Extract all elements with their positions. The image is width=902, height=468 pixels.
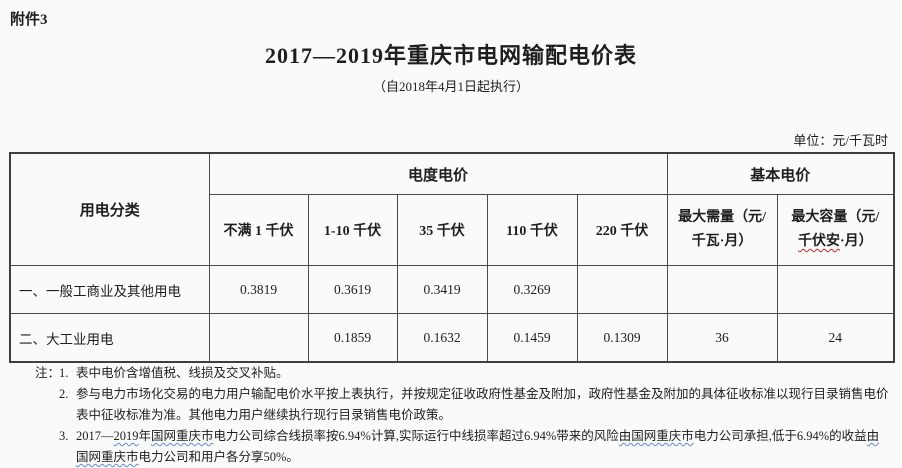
- notes: 注： 1. 表中电价含增值税、线损及交叉补贴。 2. 参与电力市场化交易的电力用…: [35, 363, 891, 468]
- attachment-label: 附件3: [10, 12, 48, 28]
- note-2-number: 2.: [59, 387, 69, 401]
- note-3-seg-4: 电力公司综合线损率按6.94%计算,实际运行中线损率超过6.94%带来的风险: [213, 429, 619, 443]
- row2-category: 二、大工业用电: [9, 313, 210, 363]
- max-capacity-line2b: ·月）: [839, 234, 873, 249]
- header-max-demand: 最大需量（元/ 千瓦·月）: [666, 194, 778, 266]
- header-35kv: 35 千伏: [396, 194, 488, 266]
- note-3-grammar-mark-1: 2019: [113, 429, 139, 443]
- notes-label: 注：: [35, 366, 61, 380]
- header-110kv: 110 千伏: [486, 194, 578, 266]
- row1-under-1kv: 0.3819: [208, 265, 309, 314]
- header-220kv: 220 千伏: [576, 194, 668, 266]
- page-subtitle: （自2018年4月1日起执行）: [372, 79, 529, 94]
- header-max-capacity: 最大容量（元/ 千伏安·月）: [776, 194, 895, 266]
- max-capacity-line1: 最大容量（元/: [791, 210, 880, 225]
- note-3-seg-8: 电力公司和用户各分享50%。: [138, 450, 299, 464]
- max-capacity-line2-spellcheck: 千伏安: [797, 234, 840, 249]
- note-1-number: 1.: [59, 366, 69, 380]
- row2-max-capacity: 24: [776, 313, 895, 363]
- row1-220kv: [576, 265, 668, 314]
- unit-note: 单位：元/千瓦时: [793, 133, 888, 148]
- row2-1-10kv: 0.1859: [307, 313, 398, 363]
- note-3-seg-0: 2017—: [76, 429, 114, 443]
- row1-max-demand: [666, 265, 778, 314]
- row1-max-capacity: [776, 265, 895, 314]
- row2-35kv: 0.1632: [396, 313, 488, 363]
- header-group-basic-price: 基本电价: [666, 152, 895, 195]
- table-row-general-commercial: 一、一般工商业及其他用电 0.3819 0.3619 0.3419 0.3269: [9, 265, 895, 314]
- note-3-grammar-mark-2: 国网重庆市: [151, 429, 214, 443]
- row1-category: 一、一般工商业及其他用电: [9, 265, 210, 314]
- row1-110kv: 0.3269: [486, 265, 578, 314]
- header-1-10kv: 1-10 千伏: [307, 194, 398, 266]
- header-usage-category: 用电分类: [9, 152, 210, 266]
- note-3-seg-6: 电力公司承担,低于6.94%的收益: [693, 429, 867, 443]
- max-demand-line2: 千瓦: [691, 234, 720, 249]
- note-3-seg-2: 年: [138, 429, 152, 443]
- row2-220kv: 0.1309: [576, 313, 668, 363]
- note-3-grammar-mark-4: 由国网重庆市: [76, 429, 880, 464]
- note-3: 3. 2017—2019年国网重庆市电力公司综合线损率按6.94%计算,实际运行…: [35, 426, 891, 468]
- price-table: 用电分类 电度电价 基本电价 不满 1 千伏 1-10 千伏 35 千伏 110…: [9, 152, 896, 363]
- note-1: 注： 1. 表中电价含增值税、线损及交叉补贴。: [35, 363, 891, 384]
- table-row-large-industry: 二、大工业用电 0.1859 0.1632 0.1459 0.1309 36 2…: [9, 313, 895, 363]
- row2-110kv: 0.1459: [486, 313, 578, 363]
- row1-1-10kv: 0.3619: [307, 265, 398, 314]
- note-2: 2. 参与电力市场化交易的电力用户输配电价水平按上表执行，并按规定征收政府性基金…: [35, 384, 891, 426]
- note-2-text: 参与电力市场化交易的电力用户输配电价水平按上表执行，并按规定征收政府性基金及附加…: [76, 387, 889, 422]
- note-3-grammar-mark-3: 由国网重庆市: [618, 429, 694, 443]
- row1-35kv: 0.3419: [396, 265, 488, 314]
- note-3-text: 2017—2019年国网重庆市电力公司综合线损率按6.94%计算,实际运行中线损…: [76, 426, 891, 468]
- page-title: 2017—2019年重庆市电网输配电价表: [264, 43, 637, 68]
- max-demand-line1: 最大需量（元/: [678, 210, 766, 225]
- header-under-1kv: 不满 1 千伏: [208, 194, 309, 266]
- max-demand-line2b: ·月）: [719, 234, 753, 249]
- row2-under-1kv: [208, 313, 309, 363]
- note-3-number: 3.: [59, 429, 69, 443]
- row2-max-demand: 36: [666, 313, 778, 363]
- note-1-text: 表中电价含增值税、线损及交叉补贴。: [76, 366, 289, 380]
- header-group-energy-price: 电度电价: [208, 152, 668, 195]
